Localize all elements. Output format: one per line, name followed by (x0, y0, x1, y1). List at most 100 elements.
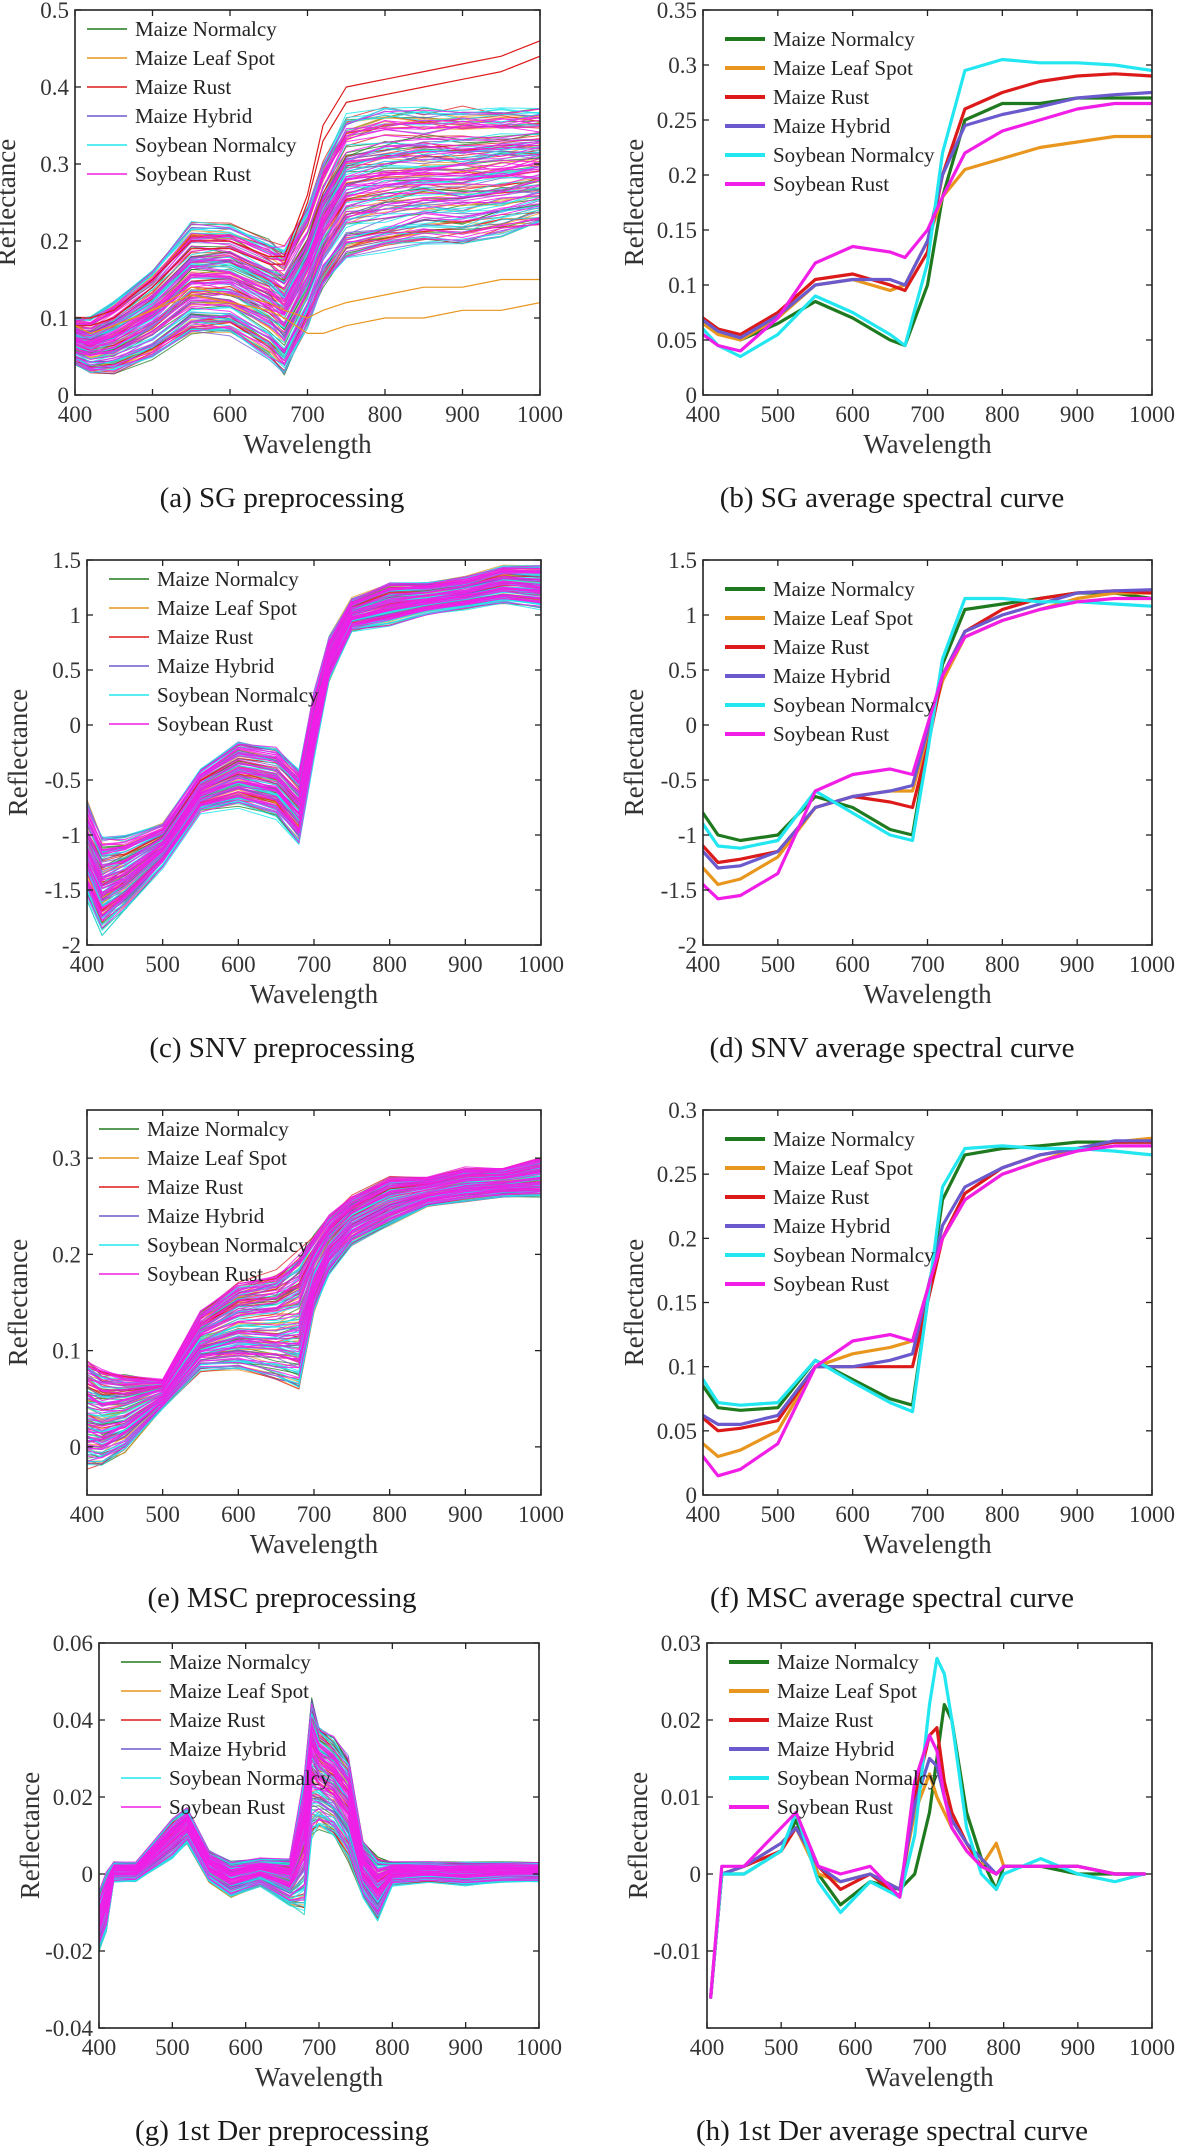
legend-label: Soybean Normalcy (773, 1243, 935, 1267)
series-line-maize-hybrid (703, 588, 1152, 870)
series-line-soybean-rust (75, 161, 540, 343)
y-tick-label: 0 (82, 1862, 94, 1887)
x-tick-label: 900 (1060, 1502, 1095, 1527)
legend-label: Soybean Normalcy (773, 143, 935, 167)
series-line-soybean-rust (87, 1165, 541, 1394)
series-line-maize-hybrid (703, 1139, 1152, 1427)
y-tick-label: 0.05 (657, 328, 697, 353)
legend-label: Maize Hybrid (773, 1214, 891, 1238)
x-axis-title: Wavelength (250, 1529, 379, 1559)
x-axis-title: Wavelength (255, 2062, 384, 2092)
x-axis-title: Wavelength (243, 429, 372, 459)
series-line-soybean-rust (87, 1171, 541, 1408)
legend-label: Soybean Normalcy (777, 1766, 939, 1790)
y-tick-label: 0.05 (657, 1419, 697, 1444)
series-line-soybean-rust (87, 1166, 541, 1392)
x-tick-label: 900 (1061, 2035, 1096, 2060)
series-line-soybean-rust (87, 1193, 541, 1462)
y-tick-label: 0.01 (661, 1785, 701, 1810)
series-line-soybean-rust (87, 1183, 541, 1438)
series-line-soybean-rust (75, 125, 540, 329)
y-tick-label: 0.5 (40, 0, 69, 23)
x-tick-label: 1000 (518, 952, 564, 977)
legend-label: Maize Hybrid (773, 664, 891, 688)
x-tick-label: 500 (145, 952, 180, 977)
x-tick-label: 400 (58, 402, 93, 427)
series-line-soybean-rust (703, 101, 1152, 353)
x-tick-label: 700 (910, 952, 945, 977)
x-tick-label: 800 (985, 402, 1020, 427)
legend-label: Maize Normalcy (169, 1650, 311, 1674)
y-tick-label: 0.4 (40, 75, 69, 100)
y-axis-title: Reflectance (3, 1239, 33, 1366)
panel-caption: (f) MSC average spectral curve (710, 1582, 1074, 1614)
legend-label: Maize Normalcy (773, 577, 915, 601)
series-line-soybean-rust (87, 588, 541, 898)
y-tick-label: 0.5 (52, 658, 81, 683)
y-tick-label: 0.3 (668, 1098, 697, 1123)
legend-label: Soybean Normalcy (147, 1233, 309, 1257)
series-line-soybean-rust (75, 196, 540, 360)
legend-label: Soybean Normalcy (135, 133, 297, 157)
legend-label: Maize Rust (147, 1175, 243, 1199)
x-tick-label: 500 (764, 2035, 799, 2060)
series-line-soybean-rust (75, 173, 540, 348)
x-tick-label: 600 (213, 402, 248, 427)
x-tick-label: 1000 (517, 402, 563, 427)
plot-area (703, 588, 1152, 901)
x-tick-label: 1000 (1129, 402, 1175, 427)
panel-caption: (c) SNV preprocessing (149, 1032, 414, 1064)
x-tick-label: 400 (82, 2035, 117, 2060)
panel-f: 400 500 600 700 800 900 1000 0 0.05 0.1 0.15 0.2 0.2… (619, 1098, 1175, 1614)
x-tick-label: 700 (912, 2035, 947, 2060)
y-tick-label: 0.1 (52, 1339, 81, 1364)
series-line-soybean-rust (87, 602, 541, 929)
x-tick-label: 400 (690, 2035, 725, 2060)
series-line-soybean-rust (87, 1176, 541, 1423)
legend-label: Maize Rust (169, 1708, 265, 1732)
legend-label: Maize Rust (773, 1185, 869, 1209)
x-tick-label: 800 (372, 1502, 407, 1527)
legend-label: Maize Rust (135, 75, 231, 99)
y-tick-label: 0 (686, 383, 698, 408)
series-line-soybean-rust (87, 1172, 541, 1410)
legend-label: Maize Hybrid (147, 1204, 265, 1228)
y-tick-label: 0.2 (668, 163, 697, 188)
series-line-soybean-normalcy (703, 1144, 1152, 1414)
y-tick-label: 0.1 (40, 306, 69, 331)
series-line-soybean-normalcy (99, 1823, 539, 1952)
x-tick-label: 700 (910, 1502, 945, 1527)
series-line-soybean-rust (87, 584, 541, 880)
legend-label: Soybean Normalcy (773, 693, 935, 717)
panel-h: 400 500 600 700 800 900 1000 -0.01 0 0.01 0.02 0.03… (623, 1631, 1175, 2147)
y-tick-label: 0.2 (668, 1226, 697, 1251)
series-line-soybean-rust (75, 184, 540, 356)
y-tick-label: 0 (686, 713, 698, 738)
y-axis-title: Reflectance (623, 1772, 653, 1899)
series-line-soybean-rust (87, 569, 541, 852)
series-line-soybean-normalcy (75, 168, 540, 349)
plot-area (99, 1697, 539, 1953)
y-tick-label: 0.2 (52, 1242, 81, 1267)
series-line-soybean-rust (87, 578, 541, 876)
series-line-soybean-normalcy (75, 191, 540, 360)
series-line-soybean-rust (99, 1784, 539, 1928)
x-tick-label: 600 (221, 1502, 256, 1527)
series-line-soybean-rust (87, 1164, 541, 1385)
y-tick-label: 1 (686, 603, 698, 628)
y-tick-label: 0 (70, 1435, 82, 1460)
plot-area (87, 1157, 541, 1470)
legend-label: Maize Leaf Spot (773, 1156, 913, 1180)
y-tick-label: -1 (678, 823, 697, 848)
series-line-soybean-rust (75, 222, 540, 372)
x-tick-label: 600 (838, 2035, 873, 2060)
legend: Maize Normalcy Maize Leaf Spot Maize Rust M… (99, 1117, 309, 1286)
series-line-soybean-rust (75, 223, 540, 372)
panel-caption: (d) SNV average spectral curve (709, 1032, 1074, 1064)
x-tick-label: 1000 (518, 1502, 564, 1527)
x-tick-label: 900 (448, 2035, 483, 2060)
series-line-soybean-rust (87, 1191, 541, 1459)
series-line-maize-rust (703, 72, 1152, 337)
x-tick-label: 600 (835, 1502, 870, 1527)
